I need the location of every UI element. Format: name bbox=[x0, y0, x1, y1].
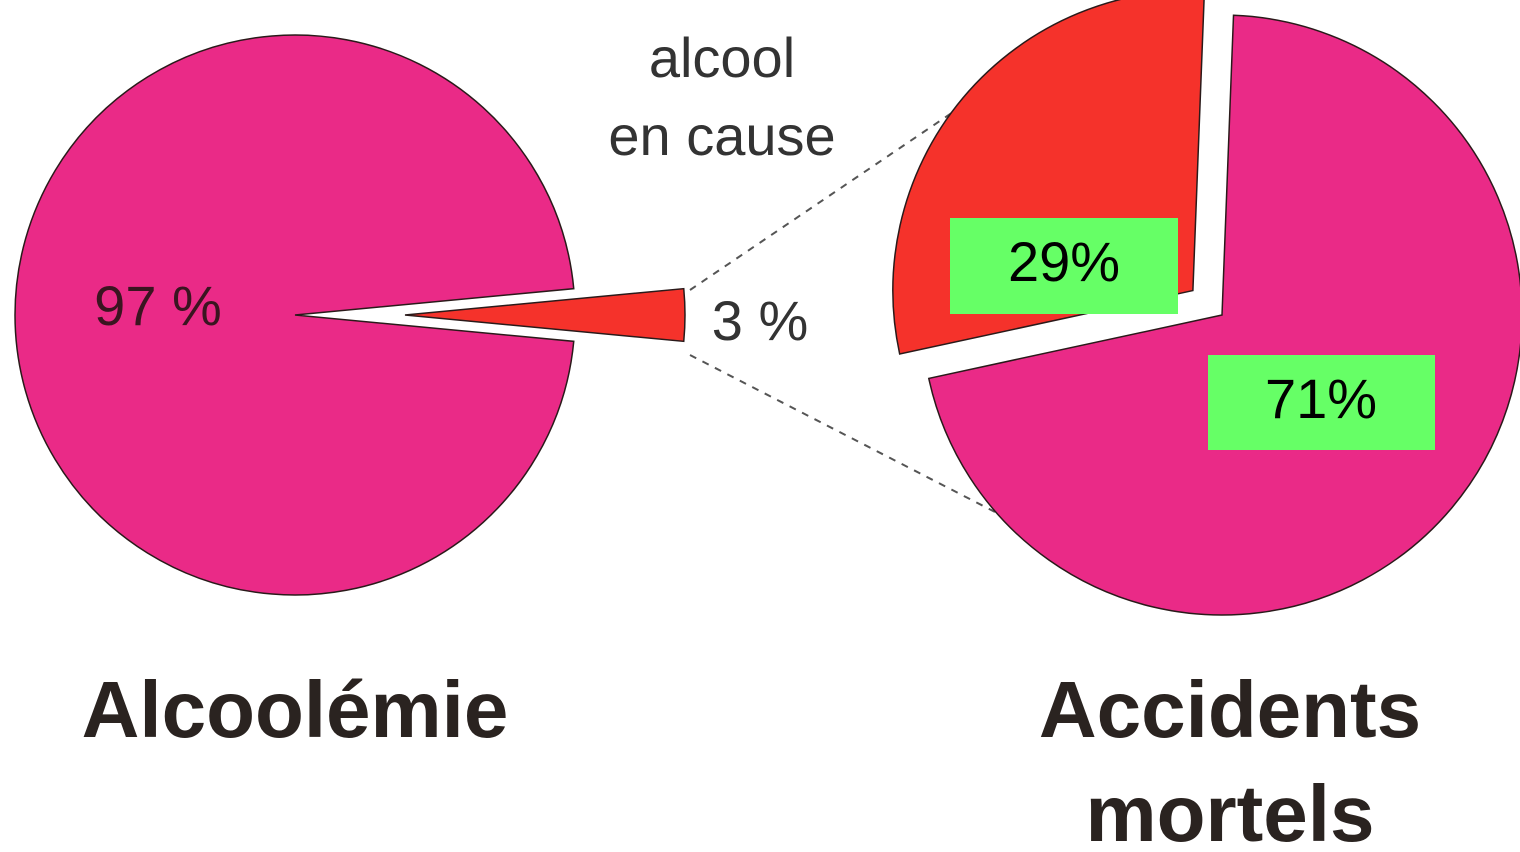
annotation: en cause bbox=[608, 104, 835, 167]
chart-title: Accidents mortels bbox=[1038, 665, 1422, 852]
label-background bbox=[950, 218, 1178, 314]
pie-slice bbox=[404, 287, 686, 343]
label-background bbox=[1208, 355, 1435, 450]
chart-title: Alcoolémie bbox=[81, 665, 509, 754]
data-label: 97 % bbox=[94, 274, 222, 337]
pie-slice bbox=[14, 34, 575, 596]
annotation: alcool bbox=[649, 26, 795, 89]
data-label: 29% bbox=[1008, 230, 1120, 293]
data-label: 3 % bbox=[712, 289, 809, 352]
data-label: 71% bbox=[1265, 367, 1377, 430]
pie-slice bbox=[927, 14, 1520, 616]
